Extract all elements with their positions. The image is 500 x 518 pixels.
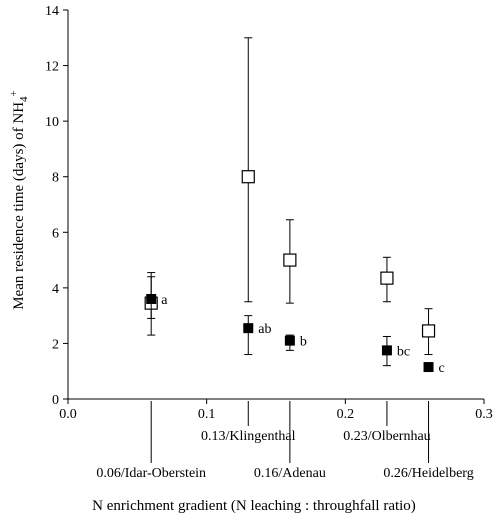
y-tick-label: 10 — [45, 115, 59, 130]
point-significance-label: ab — [258, 322, 271, 337]
x-tick-label: 0.3 — [475, 407, 493, 422]
point-significance-label: a — [161, 293, 168, 308]
y-tick-label: 2 — [52, 337, 59, 352]
open-square-point — [421, 324, 436, 338]
x-axis-ticks: 0.0 0.1 0.2 0.3 — [59, 399, 493, 422]
y-axis-title-superscript: + — [8, 90, 20, 96]
filled-square-point — [284, 335, 295, 346]
y-tick-label: 8 — [52, 171, 59, 186]
x-tick-label: 0.0 — [59, 407, 77, 422]
y-axis-ticks: 0 2 4 6 8 10 12 14 — [45, 4, 68, 408]
y-axis-title-main: Mean residence time (days) of NH — [11, 102, 27, 310]
x-axis-title: N enrichment gradient (N leaching : thro… — [92, 498, 416, 514]
filled-square-point — [146, 293, 157, 304]
x-tick-label: 0.1 — [198, 407, 216, 422]
site-label: 0.26/Heidelberg — [383, 466, 473, 481]
y-tick-label: 4 — [52, 282, 59, 297]
series-open-squares — [144, 37, 436, 356]
y-tick-label: 12 — [45, 60, 59, 75]
point-significance-label: c — [439, 361, 445, 376]
y-tick-label: 14 — [45, 4, 59, 19]
site-label: 0.16/Adenau — [254, 466, 326, 481]
point-significance-label: bc — [397, 344, 410, 359]
site-labels: 0.06/Idar-Oberstein 0.13/Klingenthal 0.16/… — [96, 401, 474, 481]
open-square-point — [241, 170, 255, 184]
open-square-point — [380, 271, 394, 285]
x-tick-label: 0.2 — [337, 407, 355, 422]
data-series: a ab b bc c — [144, 37, 445, 376]
site-label: 0.06/Idar-Oberstein — [96, 466, 206, 481]
series-filled-squares: a ab b bc c — [146, 272, 445, 376]
filled-square-point — [423, 362, 434, 373]
y-tick-label: 6 — [52, 226, 59, 241]
point-significance-label: b — [300, 335, 307, 350]
y-axis-title-subscript: 4 — [18, 96, 30, 102]
y-tick-label: 0 — [52, 393, 59, 408]
filled-square-point — [243, 323, 254, 334]
site-label: 0.23/Olbernhau — [343, 429, 430, 444]
filled-square-point — [381, 345, 392, 356]
site-label: 0.13/Klingenthal — [201, 429, 296, 444]
y-axis-title: Mean residence time (days) of NH4+ — [8, 90, 30, 310]
open-square-point — [283, 253, 297, 267]
